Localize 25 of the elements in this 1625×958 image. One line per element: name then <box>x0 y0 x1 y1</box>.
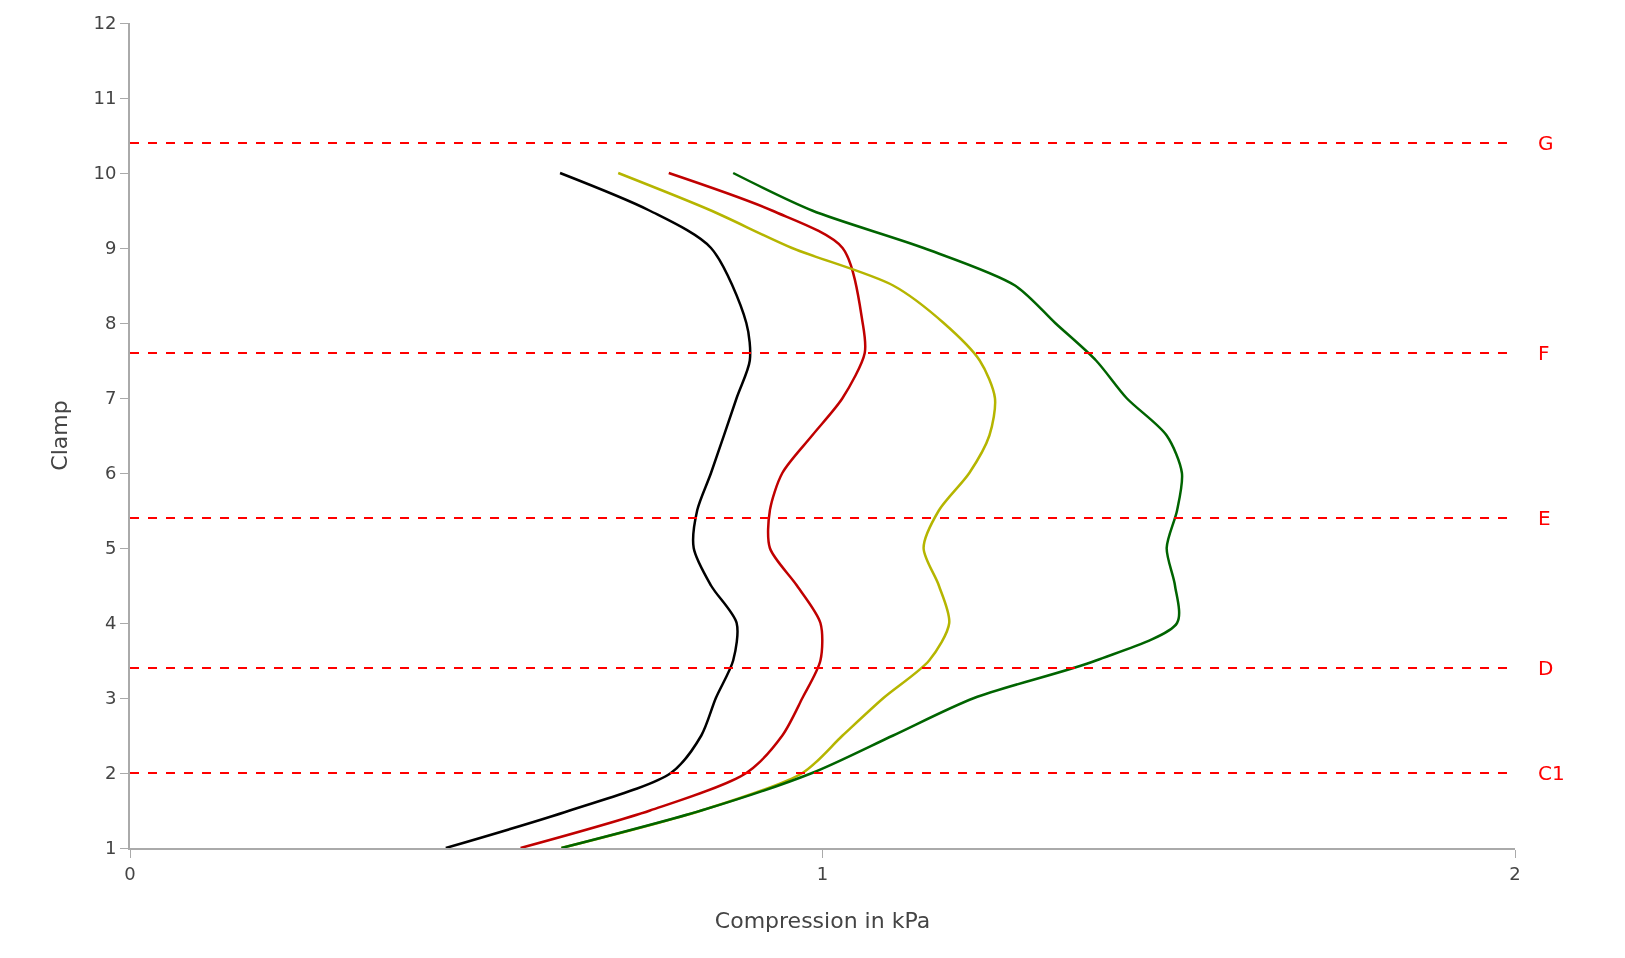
y-tick-label: 12 <box>93 12 117 34</box>
y-tick-label: 9 <box>104 237 117 259</box>
x-tick-label: 1 <box>816 862 829 884</box>
ref-line-label: D <box>1538 656 1554 680</box>
ref-line-label: F <box>1538 341 1550 365</box>
y-tick-label: 3 <box>104 687 117 709</box>
y-tick-label: 4 <box>104 612 117 634</box>
x-tick-label: 0 <box>124 862 136 884</box>
line-series <box>444 171 752 848</box>
y-tick-label: 10 <box>93 162 117 184</box>
line-series <box>560 171 1184 848</box>
y-tick-label: 7 <box>104 387 117 409</box>
y-tick-label: 6 <box>104 462 117 484</box>
ref-line-label: G <box>1538 131 1554 155</box>
y-axis-title: Clamp <box>46 400 72 471</box>
y-tick-label: 11 <box>93 87 117 109</box>
y-tick-label: 1 <box>104 837 117 859</box>
y-tick-label: 8 <box>104 312 117 334</box>
y-tick-label: 5 <box>104 537 117 559</box>
line-series <box>519 171 867 848</box>
ref-line-label: E <box>1538 506 1551 530</box>
ref-line-label: C1 <box>1538 761 1565 785</box>
y-tick-label: 2 <box>104 762 117 784</box>
x-axis-title: Compression in kPa <box>714 908 931 933</box>
x-tick-label: 2 <box>1509 862 1521 884</box>
